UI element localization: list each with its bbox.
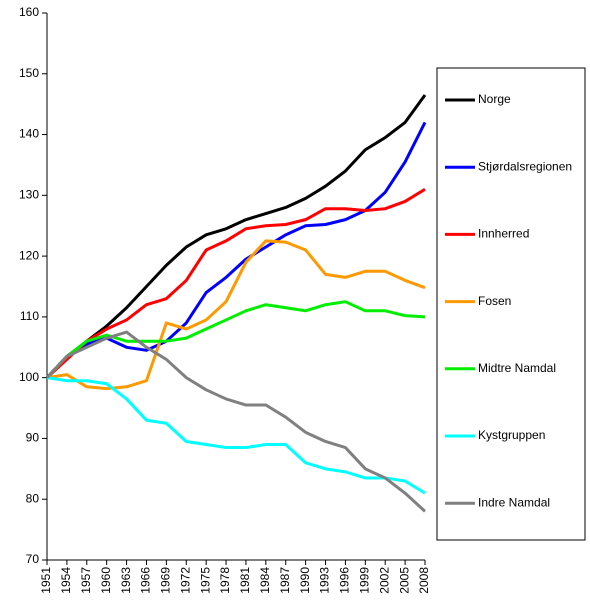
- y-tick-label: 140: [19, 127, 39, 141]
- y-tick-label: 120: [19, 248, 39, 262]
- x-tick-label: 1999: [357, 567, 371, 594]
- series-line: [45, 121, 427, 379]
- series-line: [46, 376, 426, 495]
- y-tick-label: 70: [26, 552, 40, 566]
- x-tick-label: 1963: [119, 567, 133, 594]
- x-tick-label: 1972: [178, 567, 192, 594]
- legend-label: Midtre Namdal: [478, 361, 556, 375]
- x-tick-label: 2002: [377, 567, 391, 594]
- y-tick-label: 160: [19, 5, 39, 19]
- x-tick-label: 1984: [258, 567, 272, 594]
- series-line: [46, 239, 426, 391]
- x-tick-label: 1960: [99, 567, 113, 594]
- legend-label: Stjørdalsregionen: [478, 159, 572, 173]
- series-line: [45, 94, 427, 379]
- x-tick-label: 1954: [59, 567, 73, 594]
- series-line: [45, 330, 427, 513]
- legend-label: Indre Namdal: [478, 495, 550, 509]
- legend-box: [436, 67, 586, 541]
- series-line: [45, 187, 426, 379]
- x-tick-label: 1957: [79, 567, 93, 594]
- y-tick-label: 90: [26, 431, 40, 445]
- y-tick-label: 130: [19, 188, 39, 202]
- x-tick-label: 1951: [39, 567, 53, 594]
- legend-label: Kystgruppen: [478, 428, 545, 442]
- x-tick-label: 2005: [397, 567, 411, 594]
- x-tick-label: 1978: [218, 567, 232, 594]
- y-tick-label: 100: [19, 370, 39, 384]
- legend-label: Innherred: [478, 227, 529, 241]
- x-tick-label: 1993: [318, 567, 332, 594]
- x-tick-label: 1975: [198, 567, 212, 594]
- x-tick-label: 1966: [139, 567, 153, 594]
- x-tick-label: 1987: [278, 567, 292, 594]
- legend-label: Norge: [478, 92, 511, 106]
- x-tick-label: 1990: [298, 567, 312, 594]
- y-tick-label: 80: [26, 491, 40, 505]
- y-tick-label: 110: [20, 309, 39, 323]
- x-tick-label: 1981: [238, 567, 252, 594]
- legend-label: Fosen: [478, 294, 511, 308]
- x-tick-label: 1969: [159, 567, 173, 594]
- x-tick-label: 1996: [338, 567, 352, 594]
- y-tick-label: 150: [19, 66, 39, 80]
- x-tick-label: 2008: [417, 567, 431, 594]
